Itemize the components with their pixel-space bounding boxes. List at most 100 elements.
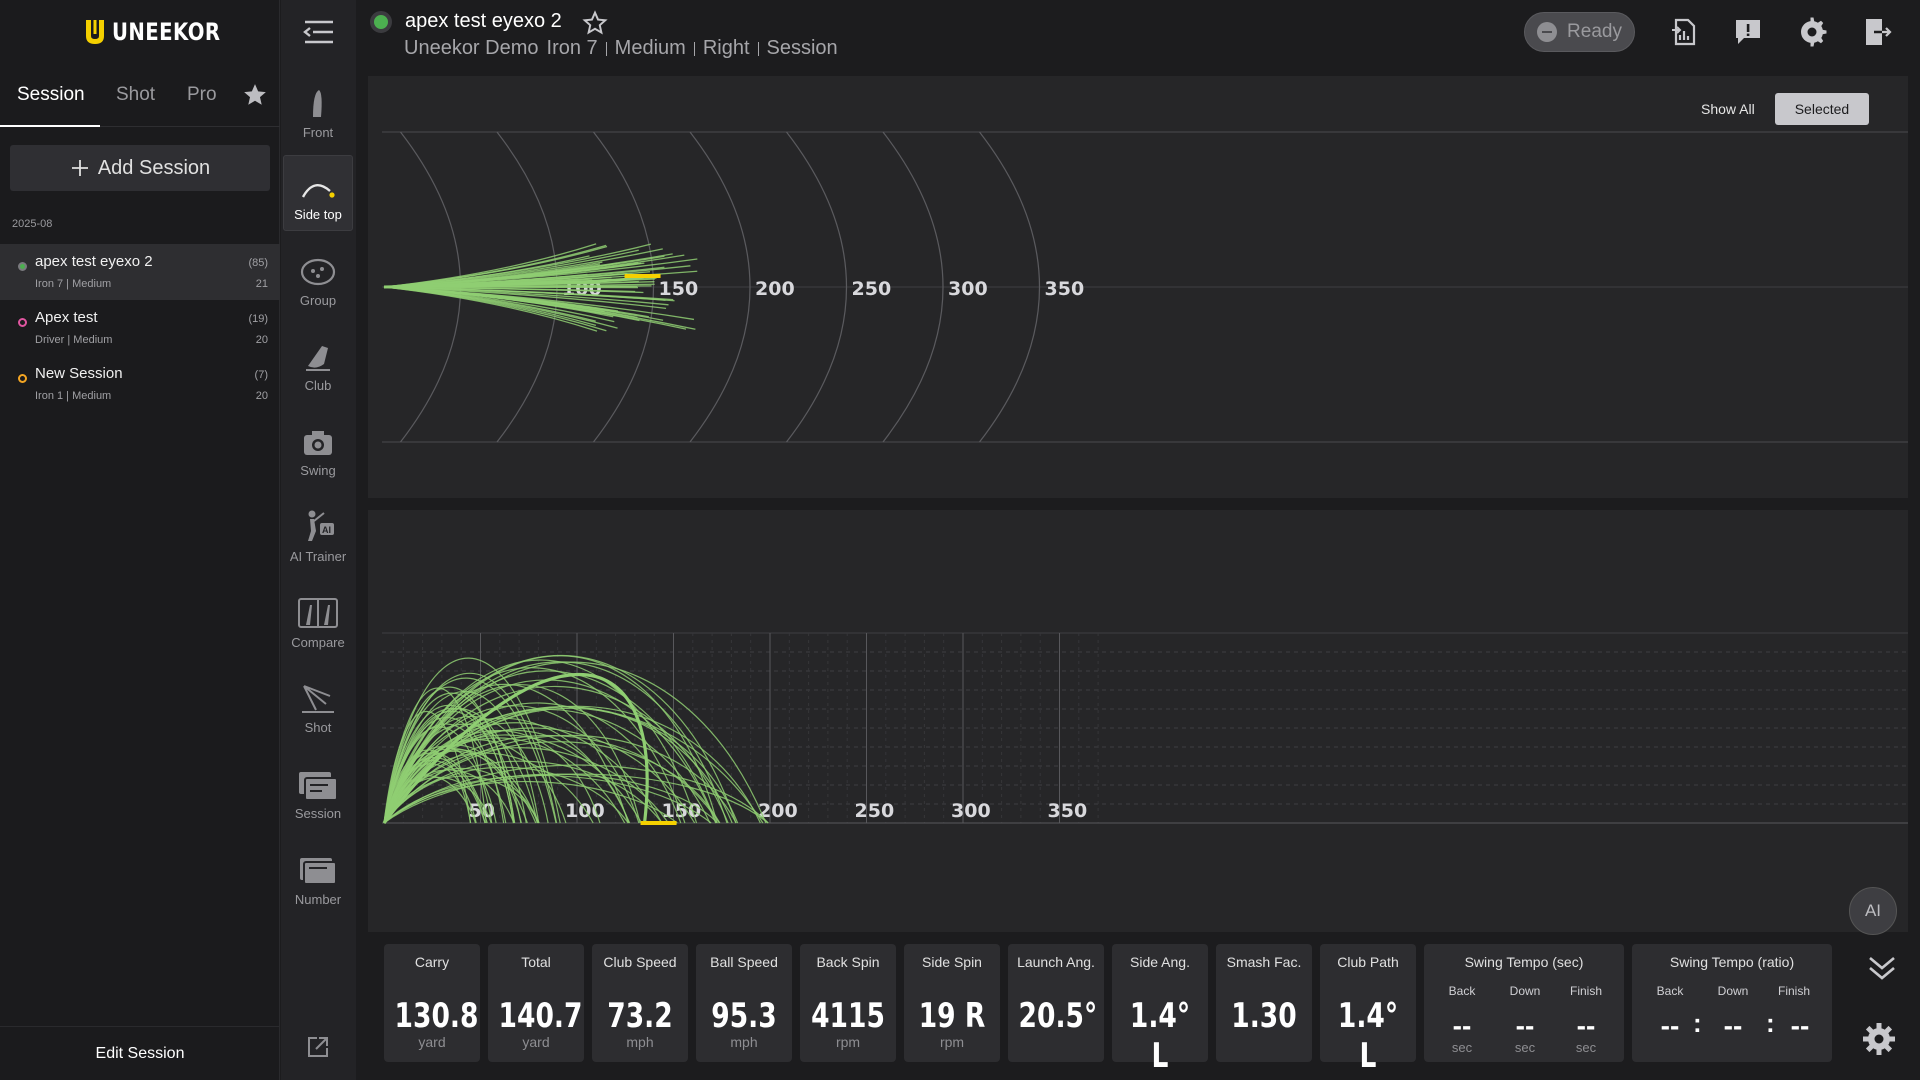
metric-card[interactable]: Back Spin 4115 rpm xyxy=(800,944,896,1062)
favorite-star-icon[interactable] xyxy=(582,10,608,36)
ratio-separator: : xyxy=(1693,1008,1702,1038)
collapse-sidebar-icon[interactable] xyxy=(301,18,337,46)
metric-card[interactable]: Club Path 1.4° L xyxy=(1320,944,1416,1076)
selected-shot-landing-marker xyxy=(624,274,661,278)
nav-front[interactable]: Front xyxy=(283,72,353,148)
shot-trajectory xyxy=(383,686,516,824)
ready-status-button[interactable]: Ready xyxy=(1524,12,1635,52)
shot-trajectory xyxy=(383,286,598,332)
external-window-icon[interactable] xyxy=(305,1034,331,1060)
session-item[interactable]: apex test eyexo 2 Iron 7 | Medium (85) 2… xyxy=(0,244,280,300)
shot-trajectory xyxy=(383,286,649,318)
export-report-icon[interactable] xyxy=(1668,16,1700,48)
session-item[interactable]: New Session Iron 1 | Medium (7) 20 xyxy=(0,356,280,412)
shot-trajectory xyxy=(383,677,557,824)
active-tab-indicator xyxy=(0,125,100,127)
session-list: apex test eyexo 2 Iron 7 | Medium (85) 2… xyxy=(0,244,280,412)
metric-value: 20.5° xyxy=(1018,996,1098,1036)
side-view-chart-panel[interactable]: 50 100 150 200 250 300 350 xyxy=(368,510,1908,932)
distance-tick-label: 250 xyxy=(855,800,895,822)
top-view-chart-panel[interactable]: 100 150 200 250 300 350 Show All Selected xyxy=(368,76,1908,498)
plus-icon xyxy=(71,160,88,176)
metric-label: Total xyxy=(521,954,551,970)
shot-trajectory xyxy=(383,749,472,824)
metric-card[interactable]: Launch Ang. 20.5° xyxy=(1008,944,1104,1062)
metric-value: 95.3 xyxy=(711,996,777,1036)
favorite-star-icon[interactable] xyxy=(242,82,268,108)
selected-button[interactable]: Selected xyxy=(1774,93,1870,125)
swing-tempo-sec-card[interactable]: Swing Tempo (sec) Back Down Finish -- --… xyxy=(1424,944,1624,1062)
tab-shot[interactable]: Shot xyxy=(116,84,156,105)
exit-icon[interactable] xyxy=(1860,16,1892,48)
session-number: 21 xyxy=(255,278,268,290)
distance-tick-label: 300 xyxy=(948,278,988,300)
nav-club[interactable]: Club xyxy=(283,325,353,401)
metric-value: 1.4° L xyxy=(1337,996,1399,1076)
nav-label: Number xyxy=(294,892,342,907)
nav-shot[interactable]: Shot xyxy=(283,667,353,743)
nav-number[interactable]: Number xyxy=(283,839,353,915)
nav-compare[interactable]: Compare xyxy=(283,582,353,658)
shot-trajectory xyxy=(383,286,669,306)
tempo-back-label: Back xyxy=(1448,984,1476,998)
distance-arc xyxy=(882,131,944,443)
metrics-settings-gear-icon[interactable] xyxy=(1862,1022,1896,1056)
metric-card[interactable]: Side Ang. 1.4° L xyxy=(1112,944,1208,1076)
session-number: 20 xyxy=(255,390,268,402)
nav-side-top[interactable]: Side top xyxy=(283,155,353,231)
metric-value: 1.30 xyxy=(1231,996,1297,1036)
session-panel: UNEEKOR Session Shot Pro Add Session 202… xyxy=(0,0,280,1080)
metric-card[interactable]: Total 140.7 yard xyxy=(488,944,584,1062)
show-all-button[interactable]: Show All xyxy=(1701,101,1755,117)
tempo-down-value: -- xyxy=(1515,1010,1535,1041)
breadcrumb-separator xyxy=(693,41,695,56)
tempo-down-label: Down xyxy=(1509,984,1541,998)
metric-unit: rpm xyxy=(939,1034,965,1050)
shot-trajectory xyxy=(383,711,472,824)
nav-label: Club xyxy=(304,378,332,393)
metric-unit: rpm xyxy=(835,1034,861,1050)
tempo-finish-label: Finish xyxy=(1569,984,1602,998)
shot-trajectory xyxy=(383,659,698,824)
distance-tick-label: 150 xyxy=(659,278,699,300)
metric-label: Side Spin xyxy=(922,954,982,970)
ready-label: Ready xyxy=(1567,21,1622,42)
breadcrumb: Uneekor Demo Iron 7 Medium Right Session xyxy=(404,37,838,60)
edit-session-button[interactable]: Edit Session xyxy=(0,1026,280,1080)
swing-tempo-ratio-card[interactable]: Swing Tempo (ratio) Back Down Finish -- … xyxy=(1632,944,1832,1062)
nav-session[interactable]: Session xyxy=(283,753,353,829)
session-shot-count: (85) xyxy=(248,257,268,269)
shot-trajectory xyxy=(383,773,719,824)
feedback-icon[interactable] xyxy=(1732,16,1764,48)
nav-label: AI Trainer xyxy=(289,549,347,564)
distance-arc xyxy=(593,131,655,443)
nav-ai-trainer[interactable]: AI AI Trainer xyxy=(283,496,353,572)
session-item[interactable]: Apex test Driver | Medium (19) 20 xyxy=(0,300,280,356)
tab-session[interactable]: Session xyxy=(17,84,85,105)
metric-card[interactable]: Carry 130.8 yard xyxy=(384,944,480,1062)
tempo-down-unit: sec xyxy=(1514,1040,1536,1055)
add-session-button[interactable]: Add Session xyxy=(10,145,270,191)
session-club: Iron 1 | Medium xyxy=(35,390,112,402)
nav-group[interactable]: Group xyxy=(283,240,353,316)
collapse-metrics-icon[interactable] xyxy=(1862,952,1902,984)
tab-pro[interactable]: Pro xyxy=(187,84,217,105)
metric-card[interactable]: Smash Fac. 1.30 xyxy=(1216,944,1312,1062)
metric-unit: yard xyxy=(522,1034,550,1050)
metric-label: Club Path xyxy=(1337,954,1399,970)
shot-trajectory xyxy=(383,764,769,824)
shot-trajectory xyxy=(383,729,601,824)
ai-trainer-icon: AI xyxy=(308,510,334,541)
ai-assistant-button[interactable]: AI xyxy=(1849,887,1897,935)
nav-swing[interactable]: Swing xyxy=(283,410,353,486)
session-club: Iron 7 | Medium xyxy=(35,278,112,290)
metric-card[interactable]: Ball Speed 95.3 mph xyxy=(696,944,792,1062)
nav-label: Session xyxy=(294,806,342,821)
shot-trajectory xyxy=(383,661,767,824)
metric-card[interactable]: Club Speed 73.2 mph xyxy=(592,944,688,1062)
nav-label: Swing xyxy=(300,463,336,478)
ready-minus-icon xyxy=(1537,22,1558,42)
settings-gear-icon[interactable] xyxy=(1796,16,1828,48)
camera-icon xyxy=(304,431,332,455)
